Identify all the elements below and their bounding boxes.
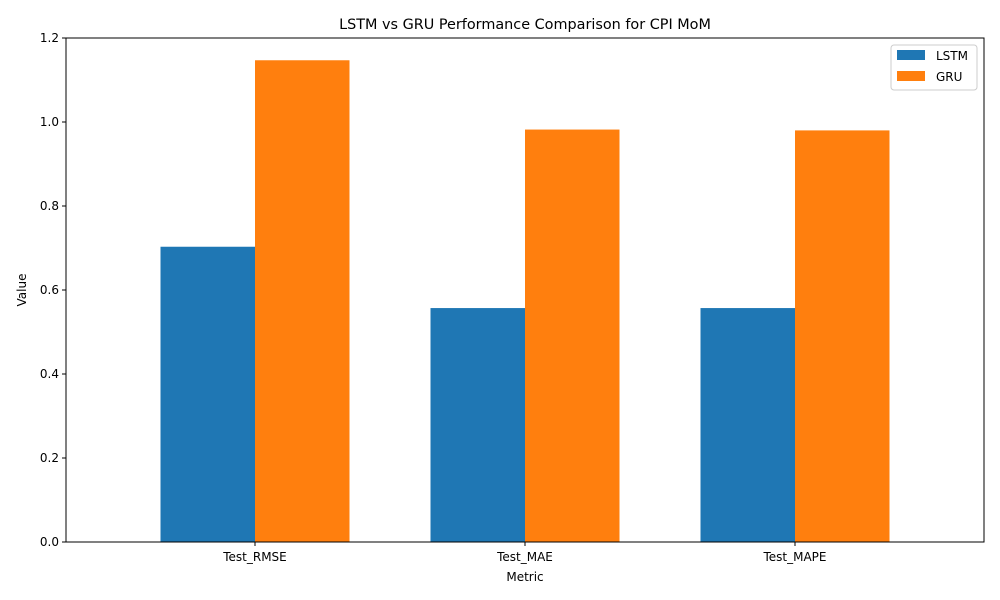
x-axis-title: Metric — [506, 570, 543, 584]
chart-title: LSTM vs GRU Performance Comparison for C… — [339, 17, 711, 33]
legend-label-gru: GRU — [936, 70, 962, 84]
legend: LSTM GRU — [890, 44, 978, 91]
legend-swatch-lstm — [897, 50, 925, 60]
bar-lstm-test-mae — [430, 308, 525, 542]
bar-gru-test-mape — [795, 130, 890, 542]
y-tick-label: 0.0 — [40, 535, 59, 549]
bar-lstm-test-rmse — [160, 246, 255, 543]
y-tick-label: 1.0 — [40, 115, 59, 129]
x-axis: Test_RMSE Test_MAE Test_MAPE — [222, 542, 827, 564]
bar-gru-test-mae — [525, 129, 620, 542]
y-tick-label: 0.8 — [40, 199, 59, 213]
y-tick-label: 1.2 — [40, 31, 59, 45]
bar-gru-test-rmse — [255, 60, 350, 542]
legend-swatch-gru — [897, 71, 925, 81]
bar-lstm-test-mape — [700, 308, 795, 542]
bars-group — [160, 60, 890, 543]
x-tick-label-test-mape: Test_MAPE — [762, 550, 826, 564]
y-axis-title: Value — [15, 274, 29, 307]
x-tick-label-test-rmse: Test_RMSE — [222, 550, 287, 564]
y-axis: 0.0 0.2 0.4 0.6 0.8 1.0 1.2 — [40, 31, 66, 549]
y-tick-label: 0.6 — [40, 283, 59, 297]
x-tick-label-test-mae: Test_MAE — [496, 550, 553, 564]
y-tick-label: 0.2 — [40, 451, 59, 465]
legend-label-lstm: LSTM — [936, 49, 968, 63]
y-tick-label: 0.4 — [40, 367, 59, 381]
